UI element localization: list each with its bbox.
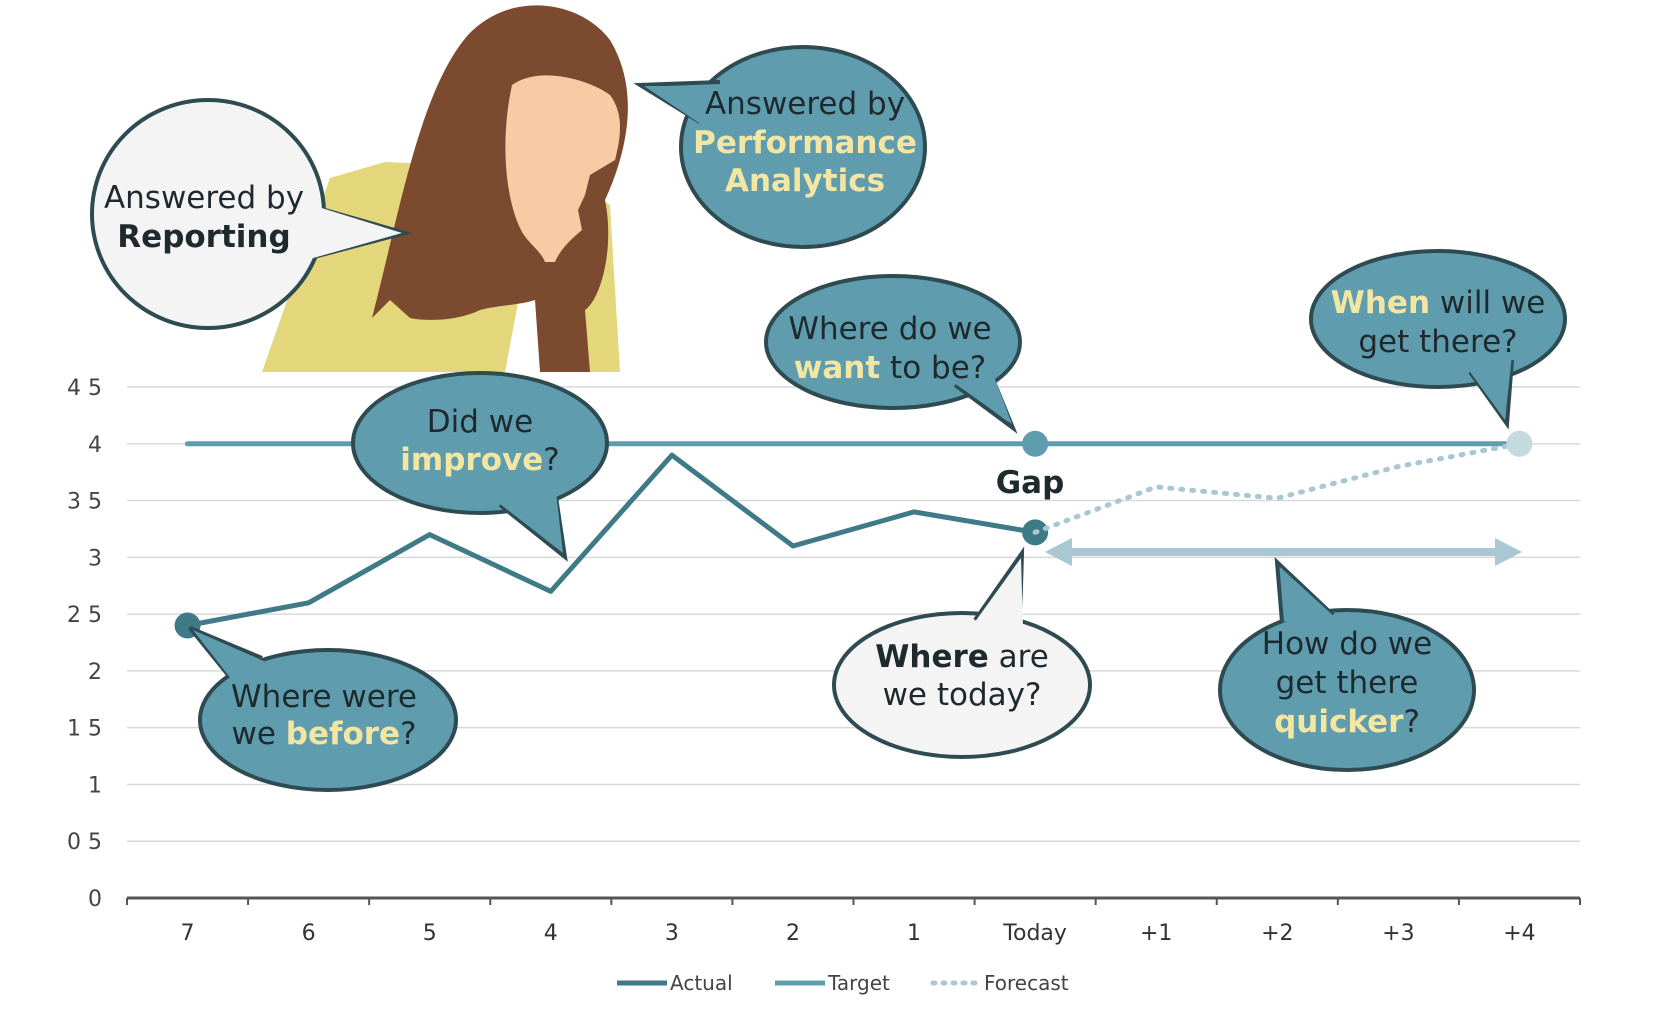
bubble-today-line1: Where are: [875, 639, 1049, 675]
x-tick-label: +1: [1140, 921, 1172, 946]
legend: Actual Target Forecast: [617, 971, 1069, 995]
woman-illustration: [262, 5, 628, 373]
series-line-actual: [185, 452, 1038, 628]
bubble-improve-rest: ?: [543, 442, 559, 478]
bubble-today-rest: are: [989, 639, 1049, 675]
bubble-when-line2: get there?: [1358, 324, 1517, 360]
bubble-reporting-line2: Reporting: [117, 219, 290, 255]
legend-forecast-label: Forecast: [984, 971, 1069, 995]
legend-actual-label: Actual: [670, 971, 733, 995]
bubble-analytics: Answered by Performance Analytics: [633, 45, 927, 249]
bubble-before-rest: ?: [400, 716, 416, 752]
y-tick-label: 0: [88, 887, 102, 912]
bubble-today: Where are we today?: [832, 546, 1092, 759]
bubble-before: Where were we before?: [188, 626, 458, 792]
data-point-forecast: [1506, 430, 1533, 457]
bubble-analytics-line3: Analytics: [725, 163, 885, 199]
gap-arrow: [1045, 538, 1522, 566]
bubble-before-line1: Where were: [231, 679, 417, 715]
bubble-want: Where do we want to be?: [764, 274, 1022, 434]
y-tick-label: 1: [88, 773, 102, 798]
x-tick-label: 4: [544, 921, 558, 946]
bubble-quicker-line1: How do we: [1262, 626, 1432, 662]
x-tick-label: 1: [907, 921, 921, 946]
bubble-when-line1: When will we: [1331, 285, 1546, 321]
bubble-quicker-rest: ?: [1403, 704, 1419, 740]
bubble-quicker-highlight: quicker: [1274, 704, 1404, 740]
bubble-analytics-line1: Answered by: [705, 86, 905, 122]
woman-face: [505, 75, 620, 263]
bubble-quicker-line2: get there: [1276, 665, 1419, 701]
bubble-improve-highlight: improve: [400, 442, 543, 478]
bubble-today-line2: we today?: [883, 677, 1042, 713]
x-tick-label: +2: [1261, 921, 1293, 946]
x-axis: [126, 896, 1581, 905]
x-tick-label: 3: [665, 921, 679, 946]
bubble-want-line2: want to be?: [794, 350, 987, 386]
x-tick-labels: 7 6 5 4 3 2 1 Today +1 +2 +3 +4: [181, 921, 1536, 946]
bubble-when: When will we get there?: [1309, 249, 1567, 430]
x-tick-label: Today: [1002, 921, 1067, 946]
bubble-before-highlight: before: [286, 716, 400, 752]
bubble-when-rest: will we: [1430, 285, 1545, 321]
series-line-forecast: [1032, 441, 1522, 535]
y-tick-label: 2 5: [67, 603, 102, 628]
x-tick-label: +3: [1382, 921, 1414, 946]
x-tick-label: 5: [423, 921, 437, 946]
bubble-quicker: How do we get there quicker?: [1218, 556, 1476, 772]
x-tick-label: 6: [302, 921, 316, 946]
y-axis: 0 0 5 1 1 5 2 2 5 3 3 5 4 4 5: [67, 376, 102, 912]
bubble-when-highlight: When: [1331, 285, 1430, 321]
bubble-reporting-line1: Answered by: [104, 180, 304, 216]
bubble-improve-line1: Did we: [427, 404, 533, 440]
bubble-want-highlight: want: [794, 350, 881, 386]
data-point-target: [1022, 430, 1049, 457]
bubble-improve-line2: improve?: [400, 442, 559, 478]
bubble-today-bold: Where: [875, 639, 989, 675]
bubble-improve: Did we improve?: [351, 371, 609, 562]
bubble-quicker-line3: quicker?: [1274, 704, 1420, 740]
legend-target-label: Target: [827, 971, 890, 995]
x-tick-label: 2: [786, 921, 800, 946]
bubble-analytics-line2: Performance: [693, 125, 917, 161]
bubble-before-pre: we: [231, 716, 285, 752]
bubble-want-rest: to be?: [880, 350, 986, 386]
bubble-want-line1: Where do we: [788, 311, 991, 347]
y-tick-label: 3 5: [67, 490, 102, 515]
y-tick-label: 1 5: [67, 717, 102, 742]
x-tick-label: 7: [181, 921, 195, 946]
y-tick-label: 4 5: [67, 376, 102, 401]
y-tick-label: 3: [88, 546, 102, 571]
gap-label: Gap: [996, 465, 1065, 501]
y-tick-label: 2: [88, 660, 102, 685]
bubble-before-line2: we before?: [231, 716, 416, 752]
x-tick-label: +4: [1503, 921, 1535, 946]
y-tick-label: 4: [88, 433, 102, 458]
bubble-reporting: Answered by Reporting: [90, 98, 413, 330]
y-tick-label: 0 5: [67, 830, 102, 855]
